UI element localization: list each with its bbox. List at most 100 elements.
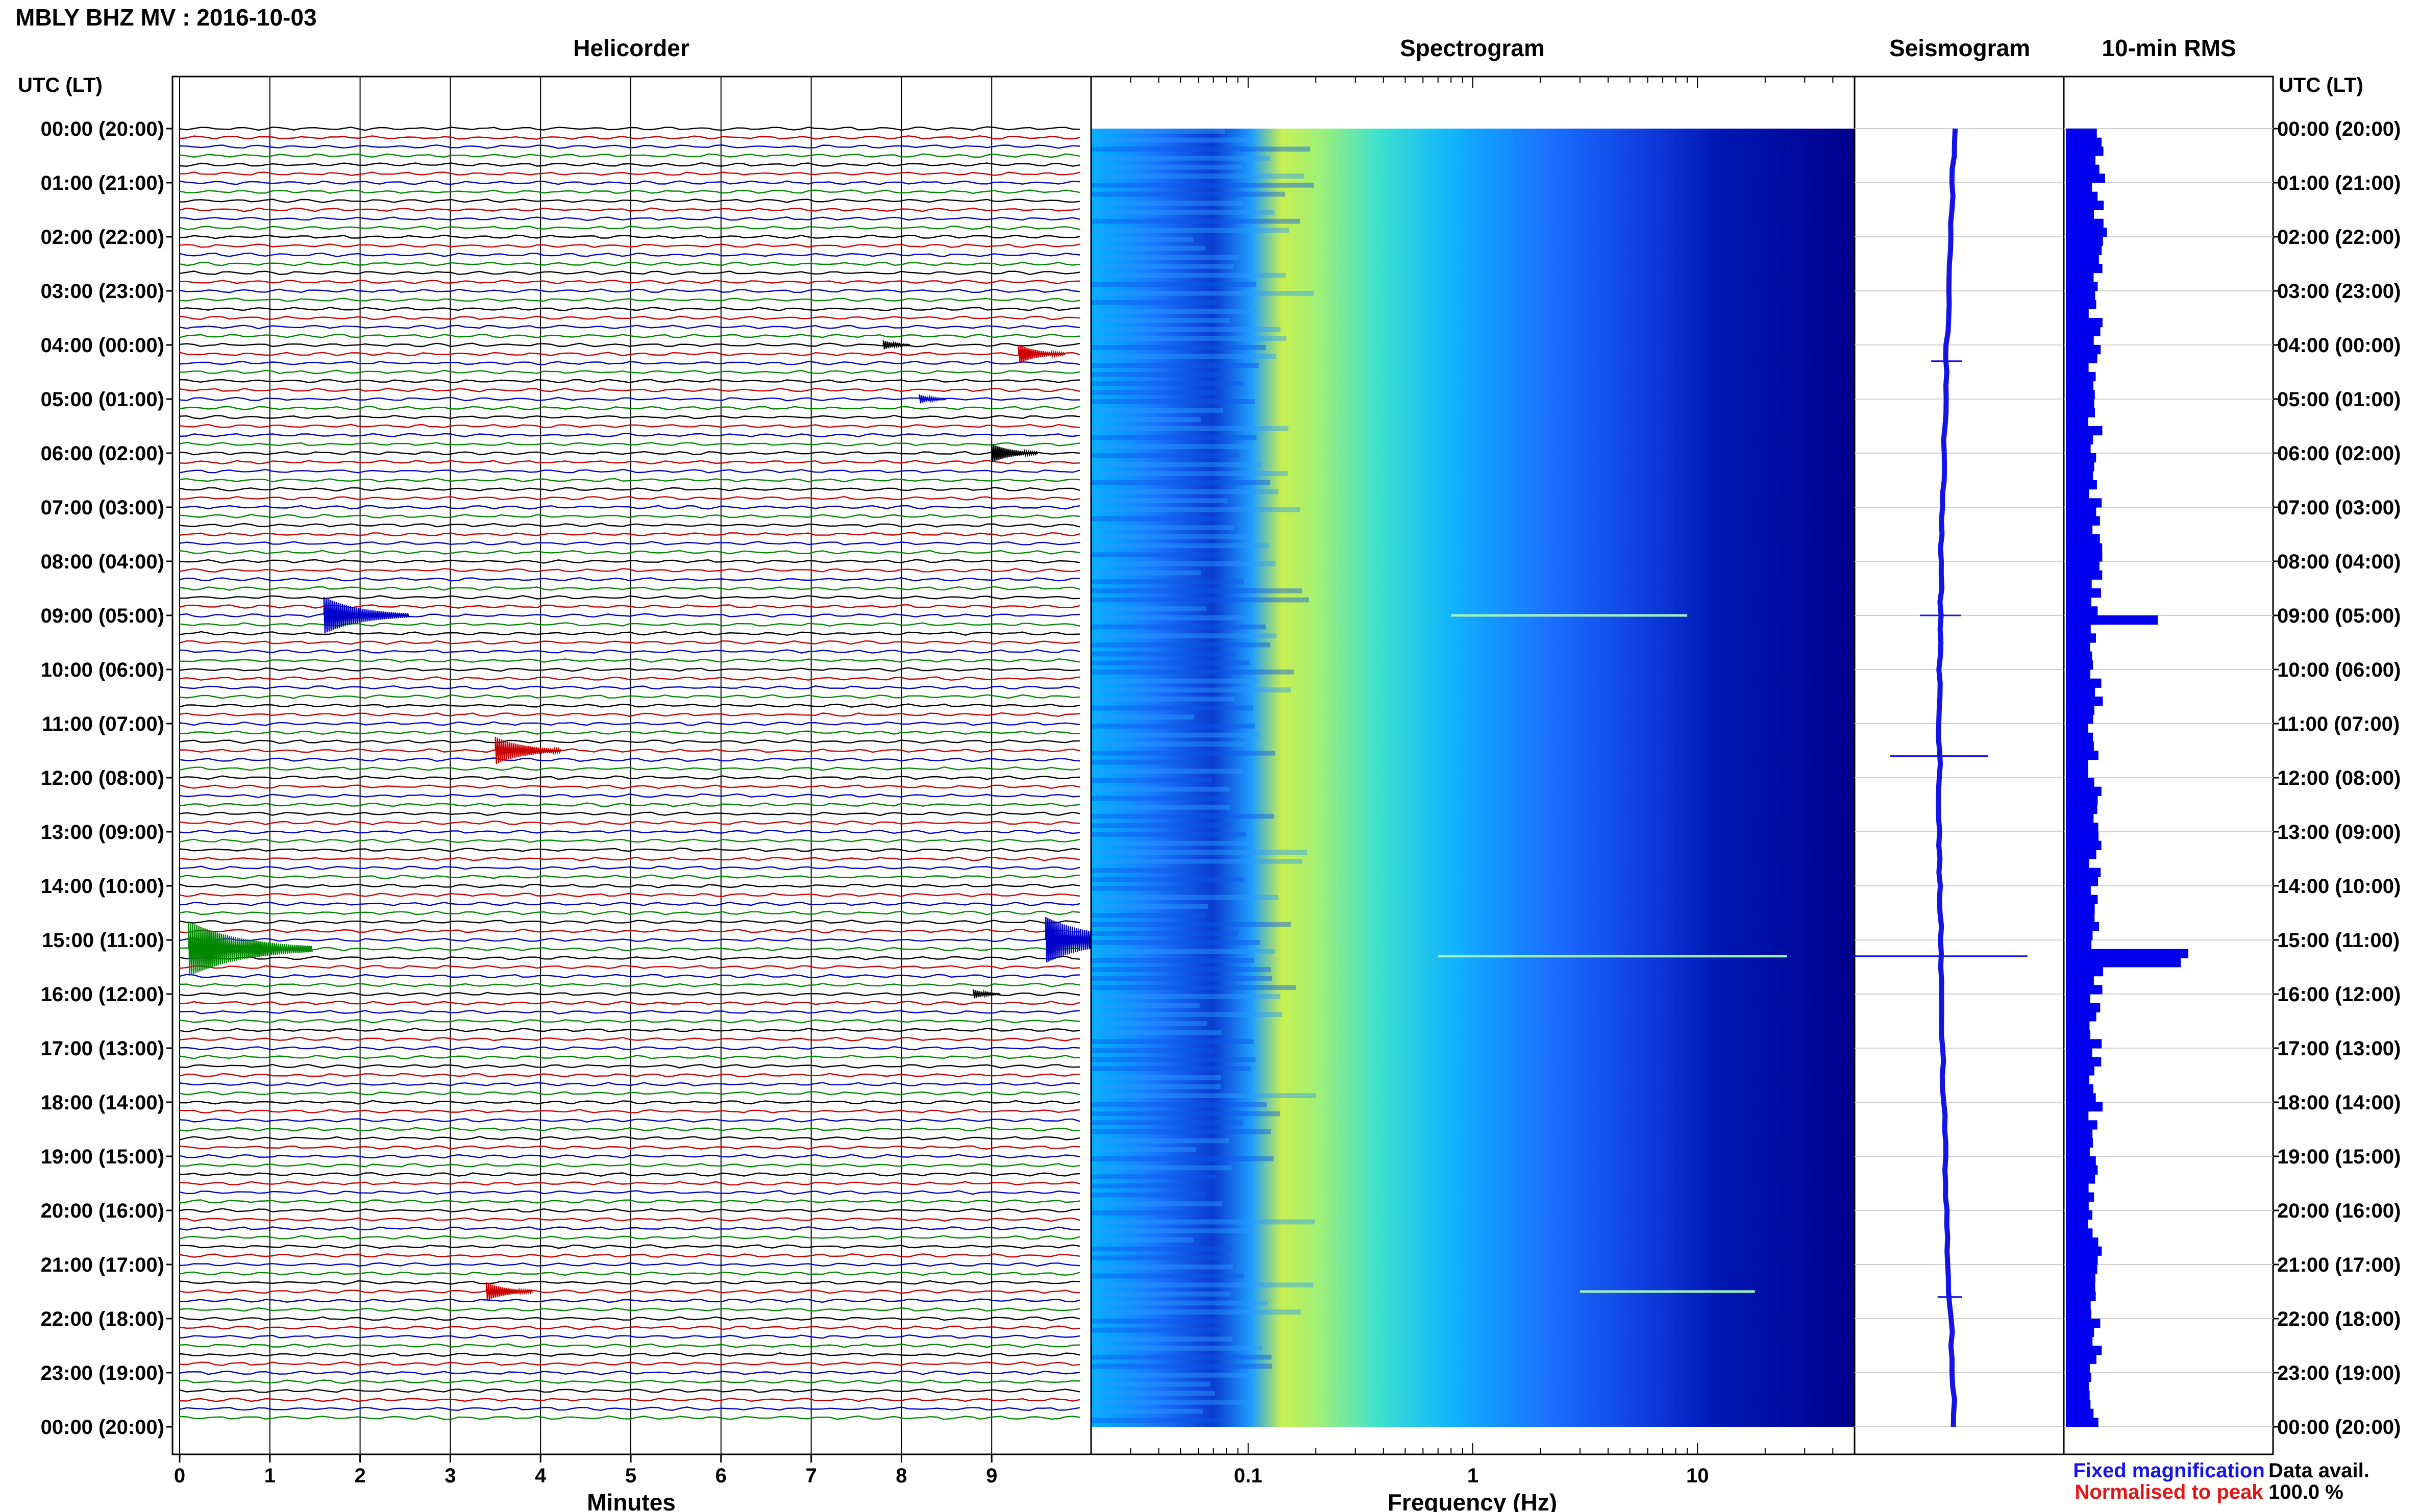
spectrogram-row bbox=[1091, 1346, 1262, 1351]
spectrogram-row bbox=[1091, 1381, 1211, 1387]
rms-bar bbox=[2066, 967, 2104, 977]
time-label-right: 13:00 (09:00) bbox=[2277, 821, 2401, 844]
rms-bar bbox=[2066, 606, 2098, 616]
helicorder-trace bbox=[179, 1028, 1080, 1033]
time-label-left: 04:00 (00:00) bbox=[41, 334, 164, 357]
helicorder-trace bbox=[179, 261, 1080, 266]
helicorder-trace bbox=[179, 992, 1080, 997]
rms-bar bbox=[2066, 813, 2094, 823]
spectrogram-row bbox=[1091, 922, 1291, 927]
helicorder-trace bbox=[179, 270, 1080, 276]
seismogram-panel bbox=[1854, 76, 2065, 1455]
helicorder-trace bbox=[179, 424, 1080, 429]
spectrogram-row bbox=[1091, 994, 1280, 999]
time-label-left: 18:00 (14:00) bbox=[41, 1092, 164, 1114]
helicorder-x-tick-label: 6 bbox=[715, 1465, 727, 1487]
helicorder-trace bbox=[179, 1379, 1080, 1384]
rms-bar bbox=[2066, 543, 2103, 553]
spectrogram-row bbox=[1091, 1129, 1271, 1134]
helicorder-trace bbox=[179, 676, 1080, 681]
helicorder-title: Helicorder bbox=[573, 35, 689, 61]
rms-bar bbox=[2066, 146, 2104, 156]
rms-bar bbox=[2066, 1111, 2089, 1121]
helicorder-x-tick-label: 1 bbox=[264, 1465, 276, 1487]
spectrogram-row bbox=[1091, 769, 1243, 774]
spectrogram-row bbox=[1091, 453, 1239, 458]
rms-bar bbox=[2066, 886, 2091, 896]
rms-bar bbox=[2066, 985, 2103, 995]
rms-bar bbox=[2066, 408, 2095, 417]
rms-bar bbox=[2066, 1066, 2094, 1076]
time-label-left: 02:00 (22:00) bbox=[41, 226, 164, 249]
time-label-left: 05:00 (01:00) bbox=[41, 388, 164, 411]
time-label-left: 03:00 (23:00) bbox=[41, 280, 164, 303]
helicorder-trace bbox=[179, 658, 1080, 663]
helicorder-x-tick-label: 4 bbox=[535, 1465, 547, 1487]
spectrogram-row bbox=[1091, 976, 1272, 981]
helicorder-trace bbox=[179, 1244, 1080, 1249]
rms-bar bbox=[2066, 1246, 2102, 1256]
spectrogram-row bbox=[1091, 489, 1278, 494]
rms-bar bbox=[2066, 1129, 2093, 1139]
helicorder-trace bbox=[179, 1145, 1080, 1150]
spectrogram-row bbox=[1091, 1282, 1314, 1287]
rms-bar bbox=[2066, 489, 2089, 499]
rms-bar bbox=[2066, 705, 2094, 715]
spectrogram-row bbox=[1091, 759, 1198, 765]
rms-bar bbox=[2066, 291, 2095, 301]
spectrogram-row bbox=[1091, 697, 1235, 702]
rms-bar bbox=[2066, 272, 2094, 282]
spectrogram-row bbox=[1091, 462, 1262, 467]
time-label-right: 17:00 (13:00) bbox=[2277, 1037, 2401, 1060]
rms-bar bbox=[2066, 552, 2103, 562]
rms-bar bbox=[2066, 1192, 2094, 1202]
rms-bar bbox=[2066, 859, 2089, 869]
rms-bar bbox=[2066, 516, 2100, 526]
helicorder-event bbox=[485, 1282, 533, 1301]
time-label-left: 23:00 (19:00) bbox=[41, 1362, 164, 1384]
helicorder-trace bbox=[179, 920, 1080, 925]
spectrogram-row bbox=[1091, 1003, 1200, 1008]
helicorder-x-tick-label: 5 bbox=[625, 1465, 636, 1487]
rms-bar bbox=[2066, 1210, 2092, 1220]
spectrogram-row bbox=[1091, 624, 1266, 630]
spectrogram-row bbox=[1091, 1156, 1274, 1161]
time-label-left: 19:00 (15:00) bbox=[41, 1146, 164, 1168]
time-label-right: 20:00 (16:00) bbox=[2277, 1200, 2401, 1222]
helicorder-trace bbox=[179, 189, 1080, 194]
helicorder-trace bbox=[179, 325, 1080, 330]
rms-bar bbox=[2066, 1228, 2093, 1238]
rms-bar bbox=[2066, 615, 2158, 625]
rms-bar bbox=[2066, 1273, 2095, 1283]
helicorder-trace bbox=[179, 1406, 1080, 1411]
spectrogram-row bbox=[1091, 336, 1287, 341]
spectrogram-row bbox=[1091, 1012, 1282, 1017]
helicorder-trace bbox=[179, 307, 1080, 311]
spectrogram-row bbox=[1091, 164, 1242, 170]
rms-bar bbox=[2066, 426, 2103, 436]
helicorder-trace bbox=[179, 1208, 1080, 1213]
helicorder-trace bbox=[179, 829, 1080, 834]
helicorder-x-tick-label: 7 bbox=[805, 1465, 817, 1487]
spectrogram-row bbox=[1091, 291, 1314, 296]
rms-bar bbox=[2066, 759, 2088, 769]
spectrogram-row bbox=[1091, 931, 1239, 936]
rms-bar bbox=[2066, 687, 2095, 697]
rms-bar bbox=[2066, 1319, 2101, 1328]
helicorder-trace bbox=[179, 1397, 1080, 1402]
helicorder-trace bbox=[179, 1127, 1080, 1132]
helicorder-trace bbox=[179, 784, 1080, 789]
rms-bar bbox=[2066, 1075, 2089, 1085]
rms-bar bbox=[2066, 1147, 2090, 1157]
helicorder-trace bbox=[179, 793, 1080, 798]
time-label-right: 08:00 (04:00) bbox=[2277, 551, 2401, 573]
helicorder-panel: 0 1 2 3 4 5 6 7 8 9 bbox=[171, 76, 1151, 1487]
spectrogram-row bbox=[1091, 859, 1302, 864]
seismogram-trace bbox=[1935, 128, 1958, 1427]
spectrogram-row bbox=[1091, 1057, 1256, 1062]
rms-bar bbox=[2066, 1021, 2090, 1031]
time-label-right: 21:00 (17:00) bbox=[2277, 1254, 2401, 1276]
right-axis-title: UTC (LT) bbox=[2279, 74, 2363, 96]
time-label-right: 23:00 (19:00) bbox=[2277, 1362, 2401, 1384]
spectrogram-row bbox=[1091, 1292, 1230, 1297]
